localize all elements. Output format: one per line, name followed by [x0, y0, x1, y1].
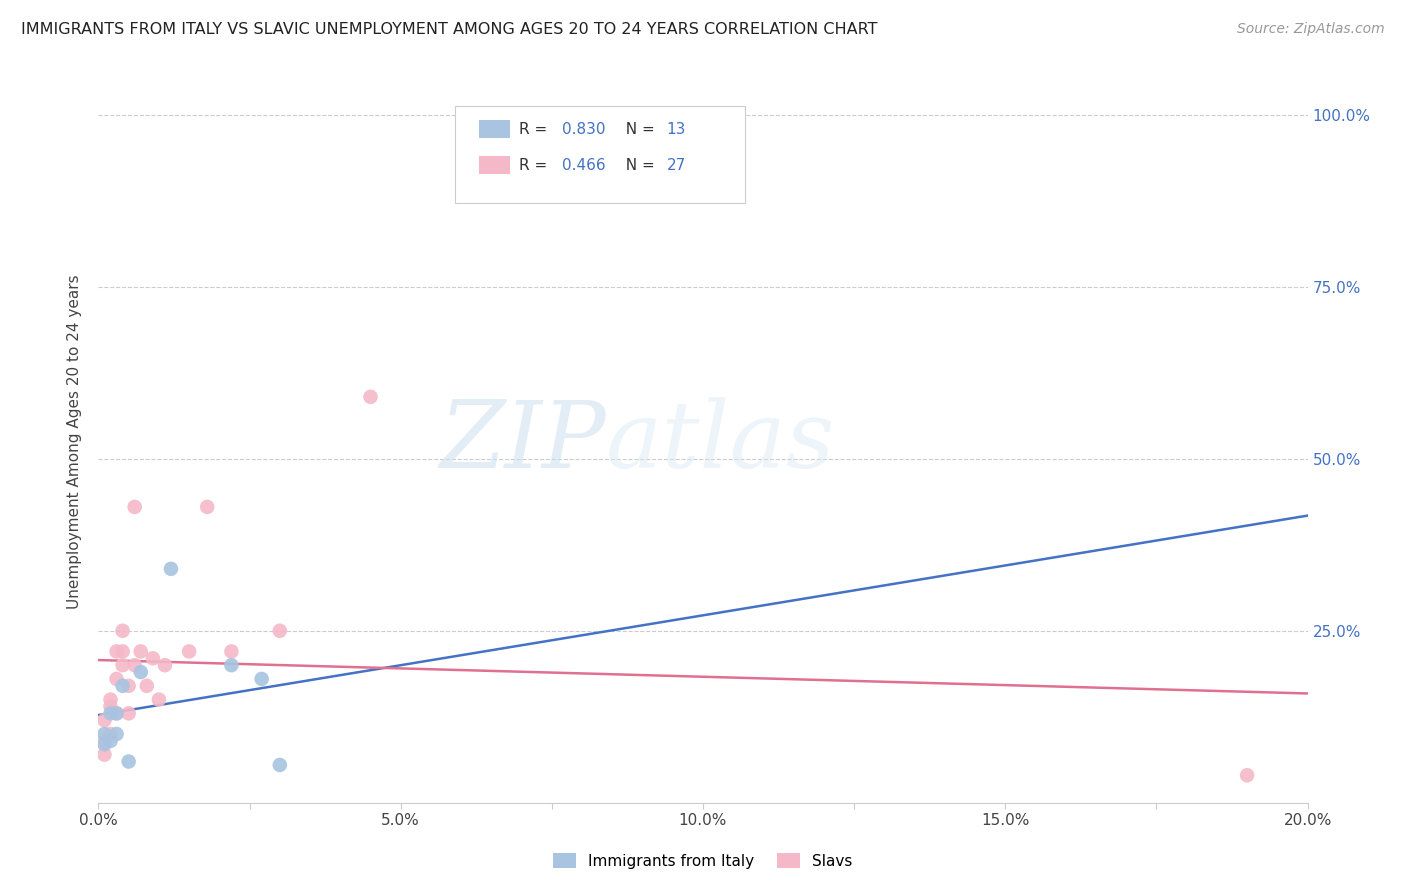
Point — [221, 644, 243, 658]
Point — [93, 713, 115, 727]
Point — [124, 658, 146, 673]
Point — [129, 665, 152, 679]
Point — [100, 706, 122, 721]
Point — [153, 658, 176, 673]
Point — [269, 624, 291, 638]
Point — [93, 727, 115, 741]
Point — [111, 644, 134, 658]
Point — [124, 500, 146, 514]
FancyBboxPatch shape — [479, 120, 509, 138]
Point — [118, 679, 141, 693]
Point — [142, 651, 165, 665]
Point — [105, 706, 128, 721]
Point — [100, 692, 122, 706]
Y-axis label: Unemployment Among Ages 20 to 24 years: Unemployment Among Ages 20 to 24 years — [67, 274, 83, 609]
Point — [93, 737, 115, 751]
Text: Source: ZipAtlas.com: Source: ZipAtlas.com — [1237, 22, 1385, 37]
Text: 27: 27 — [666, 158, 686, 173]
Point — [100, 727, 122, 741]
Point — [148, 692, 170, 706]
Point — [100, 734, 122, 748]
Text: R =: R = — [519, 122, 553, 136]
Text: 0.830: 0.830 — [561, 122, 605, 136]
Point — [111, 624, 134, 638]
FancyBboxPatch shape — [479, 156, 509, 174]
Point — [269, 758, 291, 772]
Point — [250, 672, 273, 686]
Text: R =: R = — [519, 158, 553, 173]
FancyBboxPatch shape — [456, 105, 745, 203]
Text: IMMIGRANTS FROM ITALY VS SLAVIC UNEMPLOYMENT AMONG AGES 20 TO 24 YEARS CORRELATI: IMMIGRANTS FROM ITALY VS SLAVIC UNEMPLOY… — [21, 22, 877, 37]
Point — [111, 679, 134, 693]
Text: N =: N = — [616, 122, 659, 136]
Point — [105, 727, 128, 741]
Point — [118, 755, 141, 769]
Point — [105, 706, 128, 721]
Point — [135, 679, 157, 693]
Text: 13: 13 — [666, 122, 686, 136]
Point — [195, 500, 218, 514]
Point — [160, 562, 183, 576]
Point — [179, 644, 201, 658]
Point — [118, 706, 141, 721]
Point — [221, 658, 243, 673]
Point — [1236, 768, 1258, 782]
Point — [93, 734, 115, 748]
Text: 0.466: 0.466 — [561, 158, 605, 173]
Legend: Immigrants from Italy, Slavs: Immigrants from Italy, Slavs — [547, 847, 859, 875]
Point — [100, 699, 122, 714]
Text: N =: N = — [616, 158, 659, 173]
Point — [105, 644, 128, 658]
Text: atlas: atlas — [606, 397, 835, 486]
Point — [105, 672, 128, 686]
Point — [360, 390, 382, 404]
Text: ZIP: ZIP — [440, 397, 606, 486]
Point — [93, 747, 115, 762]
Point — [111, 658, 134, 673]
Point — [129, 644, 152, 658]
